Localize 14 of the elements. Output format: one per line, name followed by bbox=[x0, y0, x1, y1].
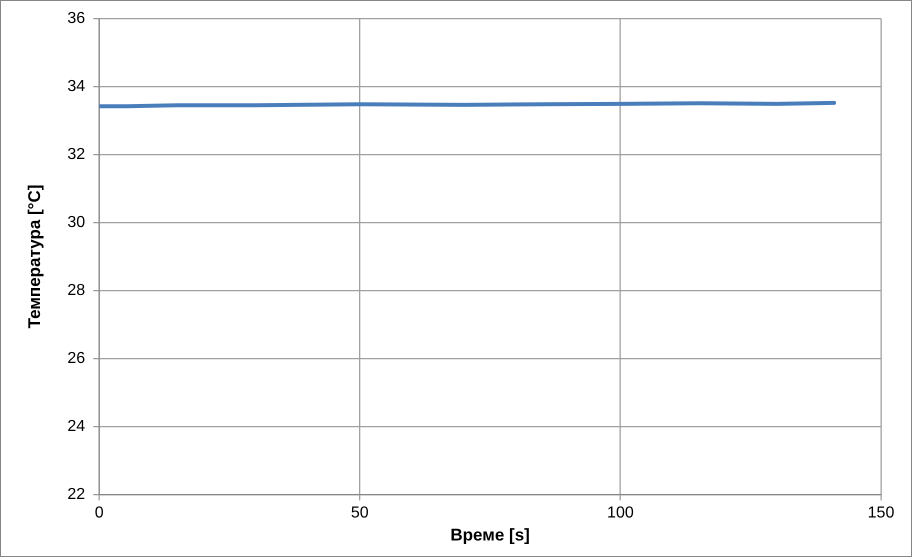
y-tick-label: 36 bbox=[67, 10, 86, 28]
y-tick-label: 32 bbox=[67, 146, 86, 163]
y-tick-label: 34 bbox=[67, 78, 86, 95]
x-tick-label: 150 bbox=[868, 504, 894, 522]
y-axis-title: Температура [°C] bbox=[24, 184, 44, 328]
x-tick-label: 50 bbox=[350, 504, 369, 522]
y-tick-label: 30 bbox=[67, 214, 86, 231]
x-axis-title: Време [s] bbox=[450, 525, 530, 544]
y-tick-label: 22 bbox=[67, 486, 86, 503]
y-tick-label: 24 bbox=[67, 418, 86, 435]
x-tick-label: 100 bbox=[607, 504, 634, 522]
y-tick-label: 28 bbox=[67, 282, 86, 299]
x-tick-label: 0 bbox=[94, 504, 104, 522]
y-tick-label: 26 bbox=[67, 350, 86, 367]
